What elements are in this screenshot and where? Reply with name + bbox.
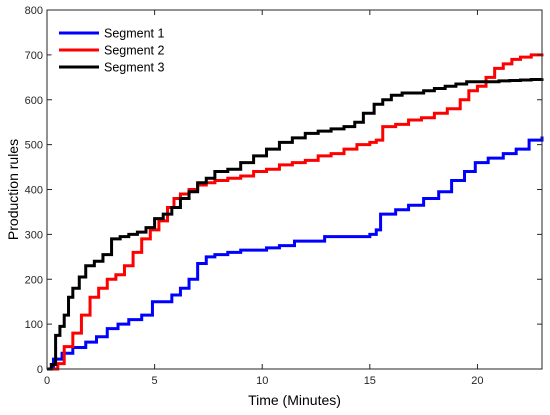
legend: Segment 1 Segment 2 Segment 3 <box>51 16 177 82</box>
legend-label-segment-3: Segment 3 <box>104 61 165 75</box>
y-tick-label: 400 <box>25 185 43 197</box>
series-line-segment-1 <box>47 136 544 371</box>
x-axis-ticks: 0 5 10 15 20 <box>44 10 484 387</box>
x-tick-label: 5 <box>152 375 158 387</box>
series-layer <box>47 53 544 371</box>
y-axis-label: Production rules <box>5 139 21 240</box>
y-tick-label: 200 <box>25 274 43 286</box>
y-axis-ticks: 0 100 200 300 400 500 600 700 800 <box>25 5 542 376</box>
y-tick-label: 100 <box>25 319 43 331</box>
y-tick-label: 800 <box>25 5 43 17</box>
series-line-segment-2 <box>47 53 544 371</box>
series-line-segment-3 <box>47 78 544 371</box>
x-tick-label: 20 <box>471 375 483 387</box>
y-tick-label: 600 <box>25 95 43 107</box>
x-tick-label: 15 <box>364 375 376 387</box>
y-tick-label: 0 <box>37 364 43 376</box>
x-tick-label: 0 <box>44 375 50 387</box>
y-tick-label: 700 <box>25 50 43 62</box>
x-axis-label: Time (Minutes) <box>248 392 341 408</box>
y-tick-label: 500 <box>25 140 43 152</box>
legend-label-segment-2: Segment 2 <box>104 44 165 58</box>
x-tick-label: 10 <box>256 375 268 387</box>
legend-label-segment-1: Segment 1 <box>104 27 165 41</box>
y-tick-label: 300 <box>25 229 43 241</box>
